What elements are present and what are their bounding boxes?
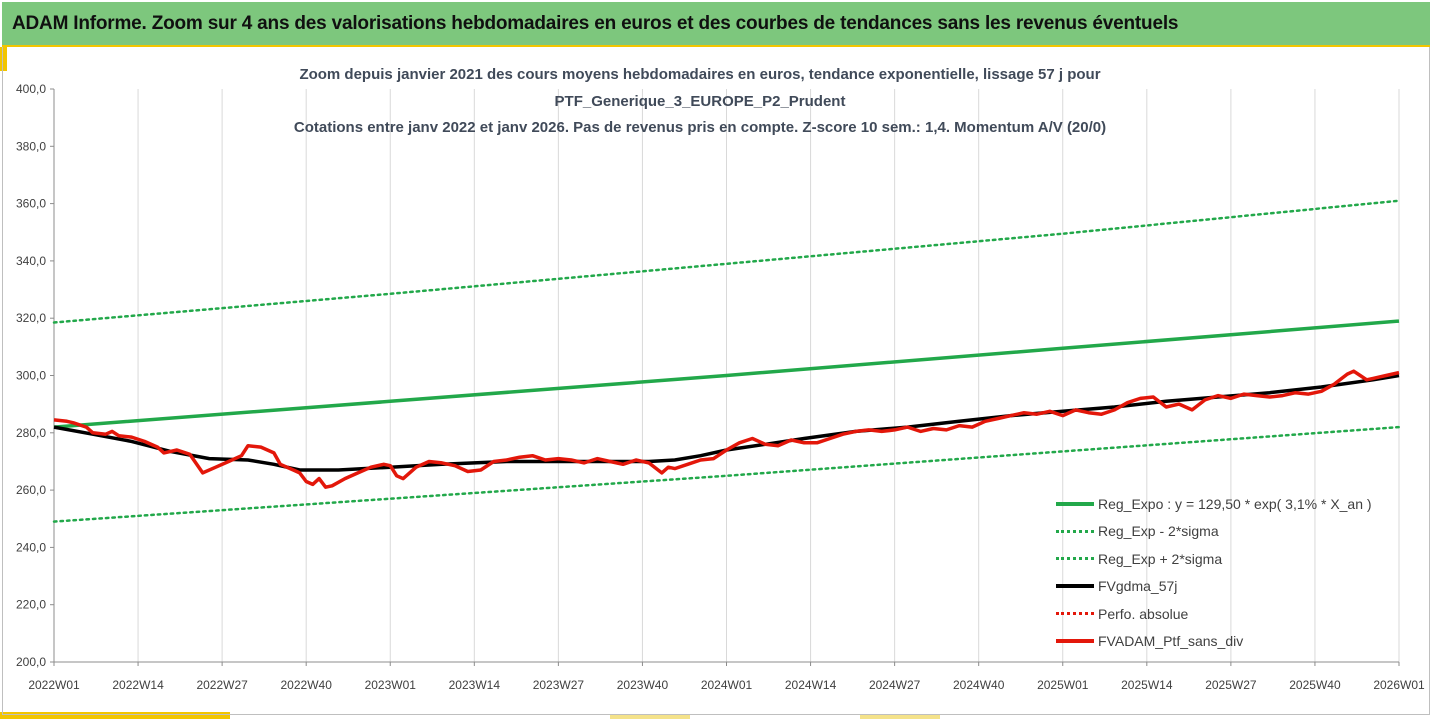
chart-legend: Reg_Expo : y = 129,50 * exp( 3,1% * X_an… <box>1056 490 1396 655</box>
x-tick-label: 2024W40 <box>953 678 1005 692</box>
x-tick-label: 2023W27 <box>533 678 585 692</box>
x-tick-label: 2022W40 <box>281 678 333 692</box>
series-line-0 <box>53 319 1400 429</box>
legend-label: Reg_Exp - 2*sigma <box>1098 523 1219 540</box>
y-tick-label: 260,0 <box>16 483 46 497</box>
x-tick-label: 2026W01 <box>1373 678 1425 692</box>
y-tick-label: 220,0 <box>16 598 46 612</box>
legend-swatch <box>1056 501 1094 506</box>
legend-label: FVADAM_Ptf_sans_div <box>1098 633 1244 650</box>
x-tick-label: 2022W01 <box>28 678 80 692</box>
legend-swatch <box>1056 557 1094 561</box>
x-tick-label: 2025W14 <box>1121 678 1173 692</box>
report-banner: ADAM Informe. Zoom sur 4 ans des valoris… <box>2 2 1430 47</box>
legend-item-reg-exp-minus: Reg_Exp - 2*sigma <box>1056 518 1396 546</box>
series-lines <box>52 199 1401 523</box>
x-tick-label: 2024W14 <box>785 678 837 692</box>
accent-bar-bottom <box>0 712 230 719</box>
chart-title-line-2: PTF_Generique_3_EUROPE_P2_Prudent <box>554 93 846 110</box>
legend-label: Reg_Exp + 2*sigma <box>1098 550 1223 567</box>
legend-swatch <box>1056 529 1094 533</box>
y-tick-label: 400,0 <box>16 82 46 96</box>
accent-bar-left <box>0 47 7 71</box>
x-tick-label: 2023W01 <box>365 678 417 692</box>
x-tick-label: 2024W27 <box>869 678 921 692</box>
y-tick-label: 280,0 <box>16 426 46 440</box>
legend-item-perfo-absolue: Perfo. absolue <box>1056 600 1396 628</box>
legend-swatch <box>1056 612 1094 616</box>
y-tick-labels: 200,0 220,0 240,0 260,0 280,0 300,0 320,0 340,0… <box>16 82 46 669</box>
legend-label: Reg_Expo : y = 129,50 * exp( 3,1% * X_an… <box>1098 495 1372 512</box>
x-tick-label: 2023W14 <box>449 678 501 692</box>
accent-bar-bottom-3 <box>860 714 940 719</box>
legend-item-reg-expo: Reg_Expo : y = 129,50 * exp( 3,1% * X_an… <box>1056 490 1396 518</box>
chart-title-line-1: Zoom depuis janvier 2021 des cours moyen… <box>299 66 1101 83</box>
accent-bar-bottom-2 <box>610 714 690 719</box>
series-line-3 <box>53 373 1400 472</box>
chart-title-line-3: Cotations entre janv 2022 et janv 2026. … <box>293 119 1107 136</box>
x-tick-label: 2025W40 <box>1289 678 1341 692</box>
series-line-2 <box>52 199 1401 324</box>
banner-title: ADAM Informe. Zoom sur 4 ans des valoris… <box>12 12 1179 34</box>
x-tick-label: 2025W27 <box>1205 678 1257 692</box>
y-tick-label: 360,0 <box>16 197 46 211</box>
legend-item-fvadam: FVADAM_Ptf_sans_div <box>1056 628 1396 656</box>
legend-label: Perfo. absolue <box>1098 605 1189 622</box>
legend-item-reg-exp-plus: Reg_Exp + 2*sigma <box>1056 545 1396 573</box>
y-tick-label: 340,0 <box>16 254 46 268</box>
y-tick-label: 200,0 <box>16 655 46 669</box>
x-tick-label: 2024W01 <box>701 678 753 692</box>
series-line-5 <box>53 369 1400 489</box>
legend-swatch <box>1056 639 1094 644</box>
series-line-1 <box>52 425 1401 523</box>
x-tick-label: 2022W27 <box>196 678 248 692</box>
x-tick-label: 2022W14 <box>112 678 164 692</box>
axes <box>50 88 1400 666</box>
x-tick-labels: 2022W01 2022W14 2022W27 2022W40 2023W01 2023W… <box>28 678 1425 692</box>
chart-frame <box>2 47 1430 715</box>
x-tick-label: 2023W40 <box>617 678 669 692</box>
y-tick-label: 380,0 <box>16 139 46 153</box>
legend-item-fvgdma: FVgdma_57j <box>1056 573 1396 601</box>
x-tick-label: 2025W01 <box>1037 678 1089 692</box>
y-tick-label: 300,0 <box>16 369 46 383</box>
legend-swatch <box>1056 584 1094 589</box>
y-tick-label: 320,0 <box>16 311 46 325</box>
y-tick-label: 240,0 <box>16 540 46 554</box>
legend-label: FVgdma_57j <box>1098 578 1178 595</box>
